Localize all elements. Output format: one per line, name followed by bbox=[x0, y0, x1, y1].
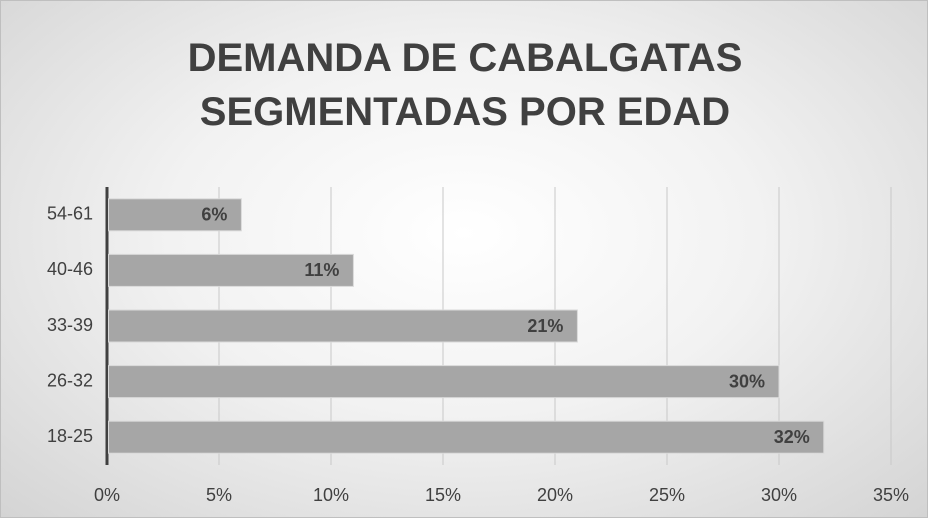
data-label: 32% bbox=[774, 427, 810, 447]
x-tick-label: 10% bbox=[313, 485, 349, 505]
x-tick-label: 35% bbox=[873, 485, 909, 505]
bar bbox=[108, 198, 242, 232]
bar bbox=[108, 253, 354, 287]
x-tick-label: 20% bbox=[537, 485, 573, 505]
data-label: 11% bbox=[304, 260, 339, 280]
chart-title: DEMANDA DE CABALGATAS SEGMENTADAS POR ED… bbox=[187, 36, 743, 134]
data-label: 21% bbox=[527, 316, 563, 336]
data-label: 30% bbox=[729, 371, 765, 391]
x-tick-label: 5% bbox=[206, 485, 232, 505]
y-tick-label: 18-25 bbox=[47, 426, 93, 446]
y-tick-label: 33-39 bbox=[47, 315, 93, 335]
x-tick-label: 15% bbox=[425, 485, 461, 505]
y-tick-label: 40-46 bbox=[47, 259, 93, 279]
y-tick-label: 26-32 bbox=[47, 370, 93, 390]
bar bbox=[108, 420, 825, 454]
bar bbox=[108, 309, 578, 343]
bar bbox=[108, 365, 780, 399]
x-tick-label: 30% bbox=[761, 485, 797, 505]
y-tick-label: 54-61 bbox=[47, 204, 93, 224]
data-label: 6% bbox=[201, 205, 227, 225]
x-tick-label: 0% bbox=[94, 485, 120, 505]
x-tick-label: 25% bbox=[649, 485, 685, 505]
